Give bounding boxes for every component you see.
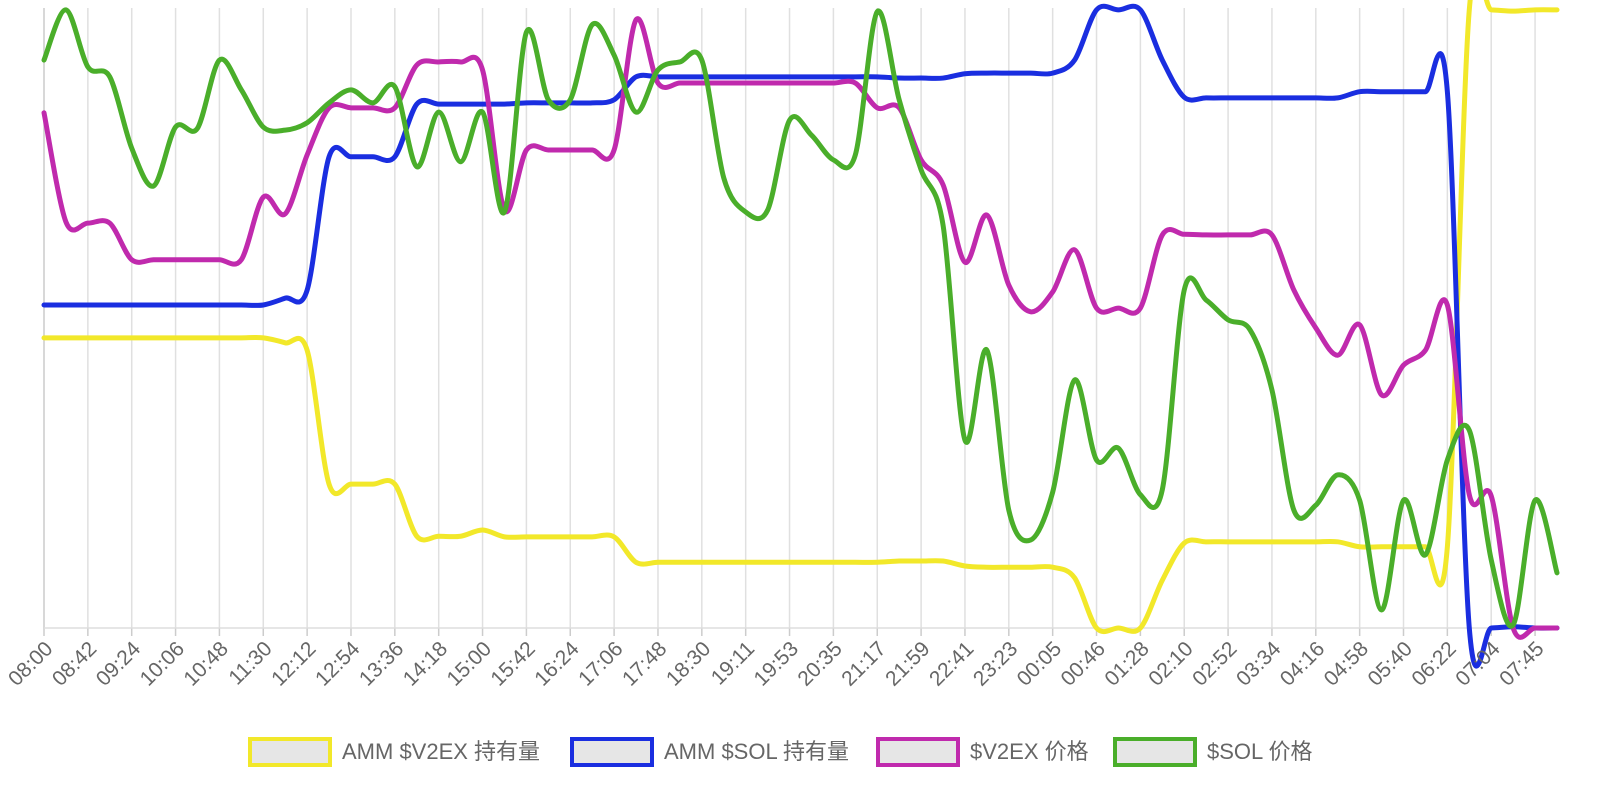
x-tick-label: 19:11 [707,637,759,689]
x-tick-label: 04:58 [1320,637,1373,690]
legend-swatch [570,737,654,767]
x-tick-label: 00:46 [1057,637,1110,690]
grid [43,8,1536,636]
x-tick-label: 05:40 [1364,637,1417,690]
legend-label: AMM $V2EX 持有量 [342,739,540,764]
legend-label: $V2EX 价格 [970,739,1089,764]
x-tick-label: 02:52 [1188,637,1241,690]
x-tick-label: 21:59 [881,637,934,690]
x-tick-label: 00:05 [1013,637,1066,690]
x-tick-label: 19:53 [750,637,803,690]
x-tick-label: 02:10 [1144,637,1197,690]
legend-swatch [1113,737,1197,767]
x-tick-label: 11:30 [224,637,276,689]
x-tick-label: 13:36 [355,637,408,690]
lines [41,0,1560,669]
legend-label: $SOL 价格 [1207,739,1313,764]
legend-swatch [876,737,960,767]
x-tick-label: 15:42 [486,637,539,690]
x-tick-label: 17:06 [574,637,627,690]
x-tick-label: 03:34 [1232,637,1286,691]
x-tick-label: 21:17 [837,637,890,690]
series-line [41,0,1560,635]
x-tick-label: 08:42 [48,637,101,690]
x-tick-label: 04:16 [1276,637,1329,690]
x-tick-label: 20:35 [793,637,846,690]
x-tick-label: 23:23 [969,637,1022,690]
x-tick-label: 07:45 [1495,637,1548,690]
series-line [41,7,1560,629]
x-tick-label: 12:12 [267,637,320,690]
legend-label: AMM $SOL 持有量 [664,739,849,764]
x-tick-label: 10:48 [179,637,232,690]
x-labels: 08:0008:4209:2410:0610:4811:3012:1212:54… [4,637,1549,691]
series-line [41,16,1560,640]
x-tick-label: 15:00 [443,637,496,690]
x-tick-label: 09:24 [92,637,146,691]
x-tick-label: 08:00 [4,637,57,690]
x-tick-label: 01:28 [1100,637,1153,690]
x-tick-label: 16:24 [530,637,584,691]
x-tick-label: 14:18 [399,637,452,690]
x-tick-label: 12:54 [311,637,365,691]
x-tick-label: 17:48 [618,637,671,690]
x-tick-label: 07:04 [1451,637,1505,691]
series-line [41,3,1560,669]
x-tick-label: 18:30 [662,637,715,690]
x-tick-label: 10:06 [136,637,189,690]
x-tick-label: 22:41 [925,637,978,690]
legend: AMM $V2EX 持有量 AMM $SOL 持有量 $V2EX 价格 $SOL 价格 [248,737,1313,767]
legend-swatch [248,737,332,767]
x-tick-label: 06:22 [1407,637,1460,690]
